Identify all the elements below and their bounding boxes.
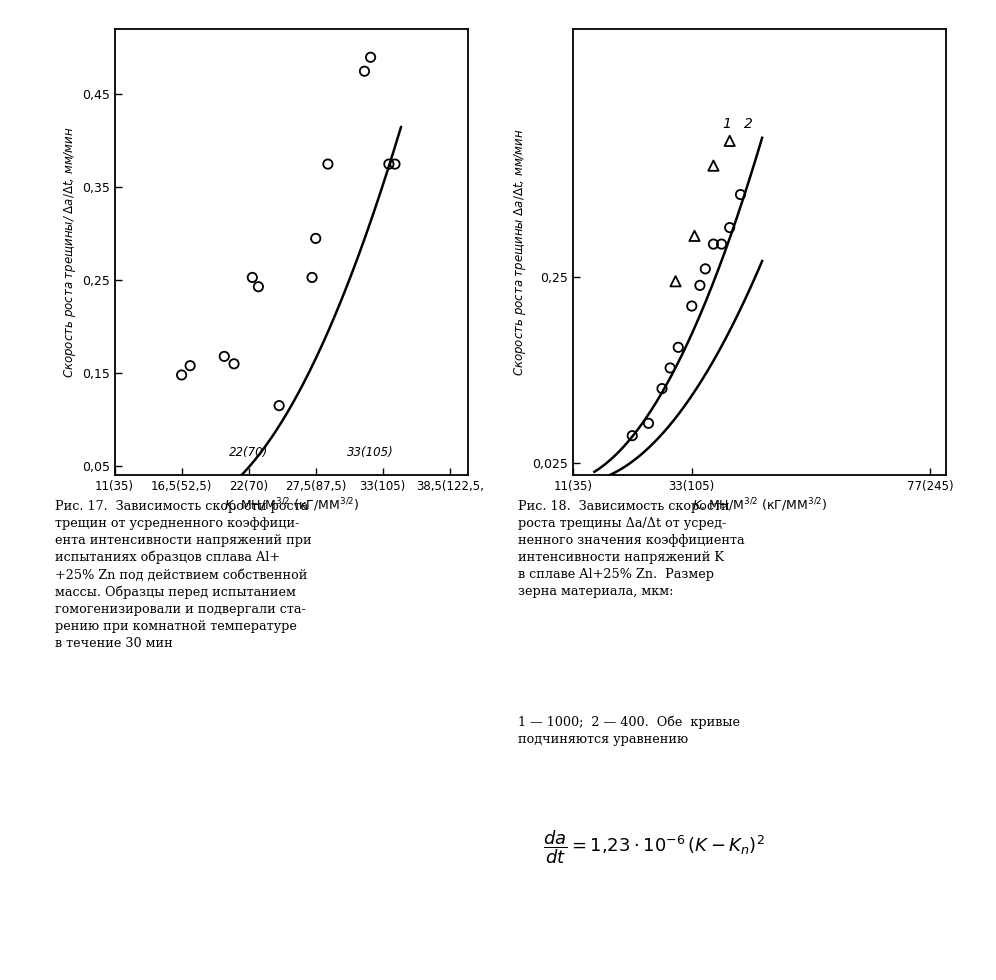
Point bbox=[662, 360, 678, 375]
Point bbox=[308, 230, 324, 246]
Point bbox=[686, 228, 702, 244]
Point bbox=[387, 156, 403, 171]
X-axis label: $K$, МН/М$^{3/2}$ (кГ/ММ$^{3/2}$): $K$, МН/М$^{3/2}$ (кГ/ММ$^{3/2}$) bbox=[692, 496, 827, 514]
Point bbox=[640, 416, 656, 431]
Point bbox=[705, 158, 721, 173]
Point bbox=[732, 187, 748, 203]
Text: Рис. 17.  Зависимость скорости роста
трещин от усредненного коэффици-
ента интен: Рис. 17. Зависимость скорости роста трещ… bbox=[55, 500, 312, 650]
Point bbox=[684, 298, 700, 314]
Text: 2: 2 bbox=[744, 118, 753, 131]
Point bbox=[304, 270, 320, 285]
X-axis label: $K$, МН/М$^{3/2}$ (кГ/ММ$^{3/2}$): $K$, МН/М$^{3/2}$ (кГ/ММ$^{3/2}$) bbox=[224, 496, 359, 514]
Point bbox=[670, 339, 686, 355]
Text: 22(70): 22(70) bbox=[229, 446, 268, 459]
Point bbox=[697, 261, 713, 276]
Point bbox=[624, 428, 640, 444]
Point bbox=[357, 64, 373, 79]
Point bbox=[250, 279, 266, 295]
Point bbox=[226, 356, 242, 371]
Point bbox=[722, 133, 738, 149]
Y-axis label: Скорость роста трещины $\Delta a/\Delta t$, мм/мин: Скорость роста трещины $\Delta a/\Delta … bbox=[512, 128, 528, 376]
Point bbox=[173, 368, 189, 383]
Point bbox=[271, 398, 287, 414]
Point bbox=[244, 270, 260, 285]
Point bbox=[705, 236, 721, 252]
Text: Рис. 18.  Зависимость скорости
роста трещины Δa/Δt от усред-
ненного значения ко: Рис. 18. Зависимость скорости роста трещ… bbox=[518, 500, 745, 598]
Point bbox=[654, 381, 670, 397]
Point bbox=[363, 49, 378, 65]
Point bbox=[713, 236, 729, 252]
Point bbox=[667, 273, 683, 289]
Point bbox=[380, 156, 396, 171]
Point bbox=[182, 358, 198, 373]
Point bbox=[320, 156, 336, 171]
Point bbox=[722, 220, 738, 235]
Point bbox=[216, 349, 232, 365]
Text: 1: 1 bbox=[722, 118, 731, 131]
Text: 33(105): 33(105) bbox=[348, 446, 394, 459]
Text: 1 — 1000;  2 — 400.  Обе  кривые
подчиняются уравнению: 1 — 1000; 2 — 400. Обе кривые подчиняютс… bbox=[518, 715, 740, 746]
Y-axis label: Скорость роста трещины/ $\Delta a/\Delta t$, мм/мин: Скорость роста трещины/ $\Delta a/\Delta… bbox=[62, 126, 78, 378]
Text: $\dfrac{da}{dt} = 1{,}23 \cdot 10^{-6}\,(K - K_n)^2$: $\dfrac{da}{dt} = 1{,}23 \cdot 10^{-6}\,… bbox=[543, 828, 765, 865]
Point bbox=[692, 277, 708, 293]
